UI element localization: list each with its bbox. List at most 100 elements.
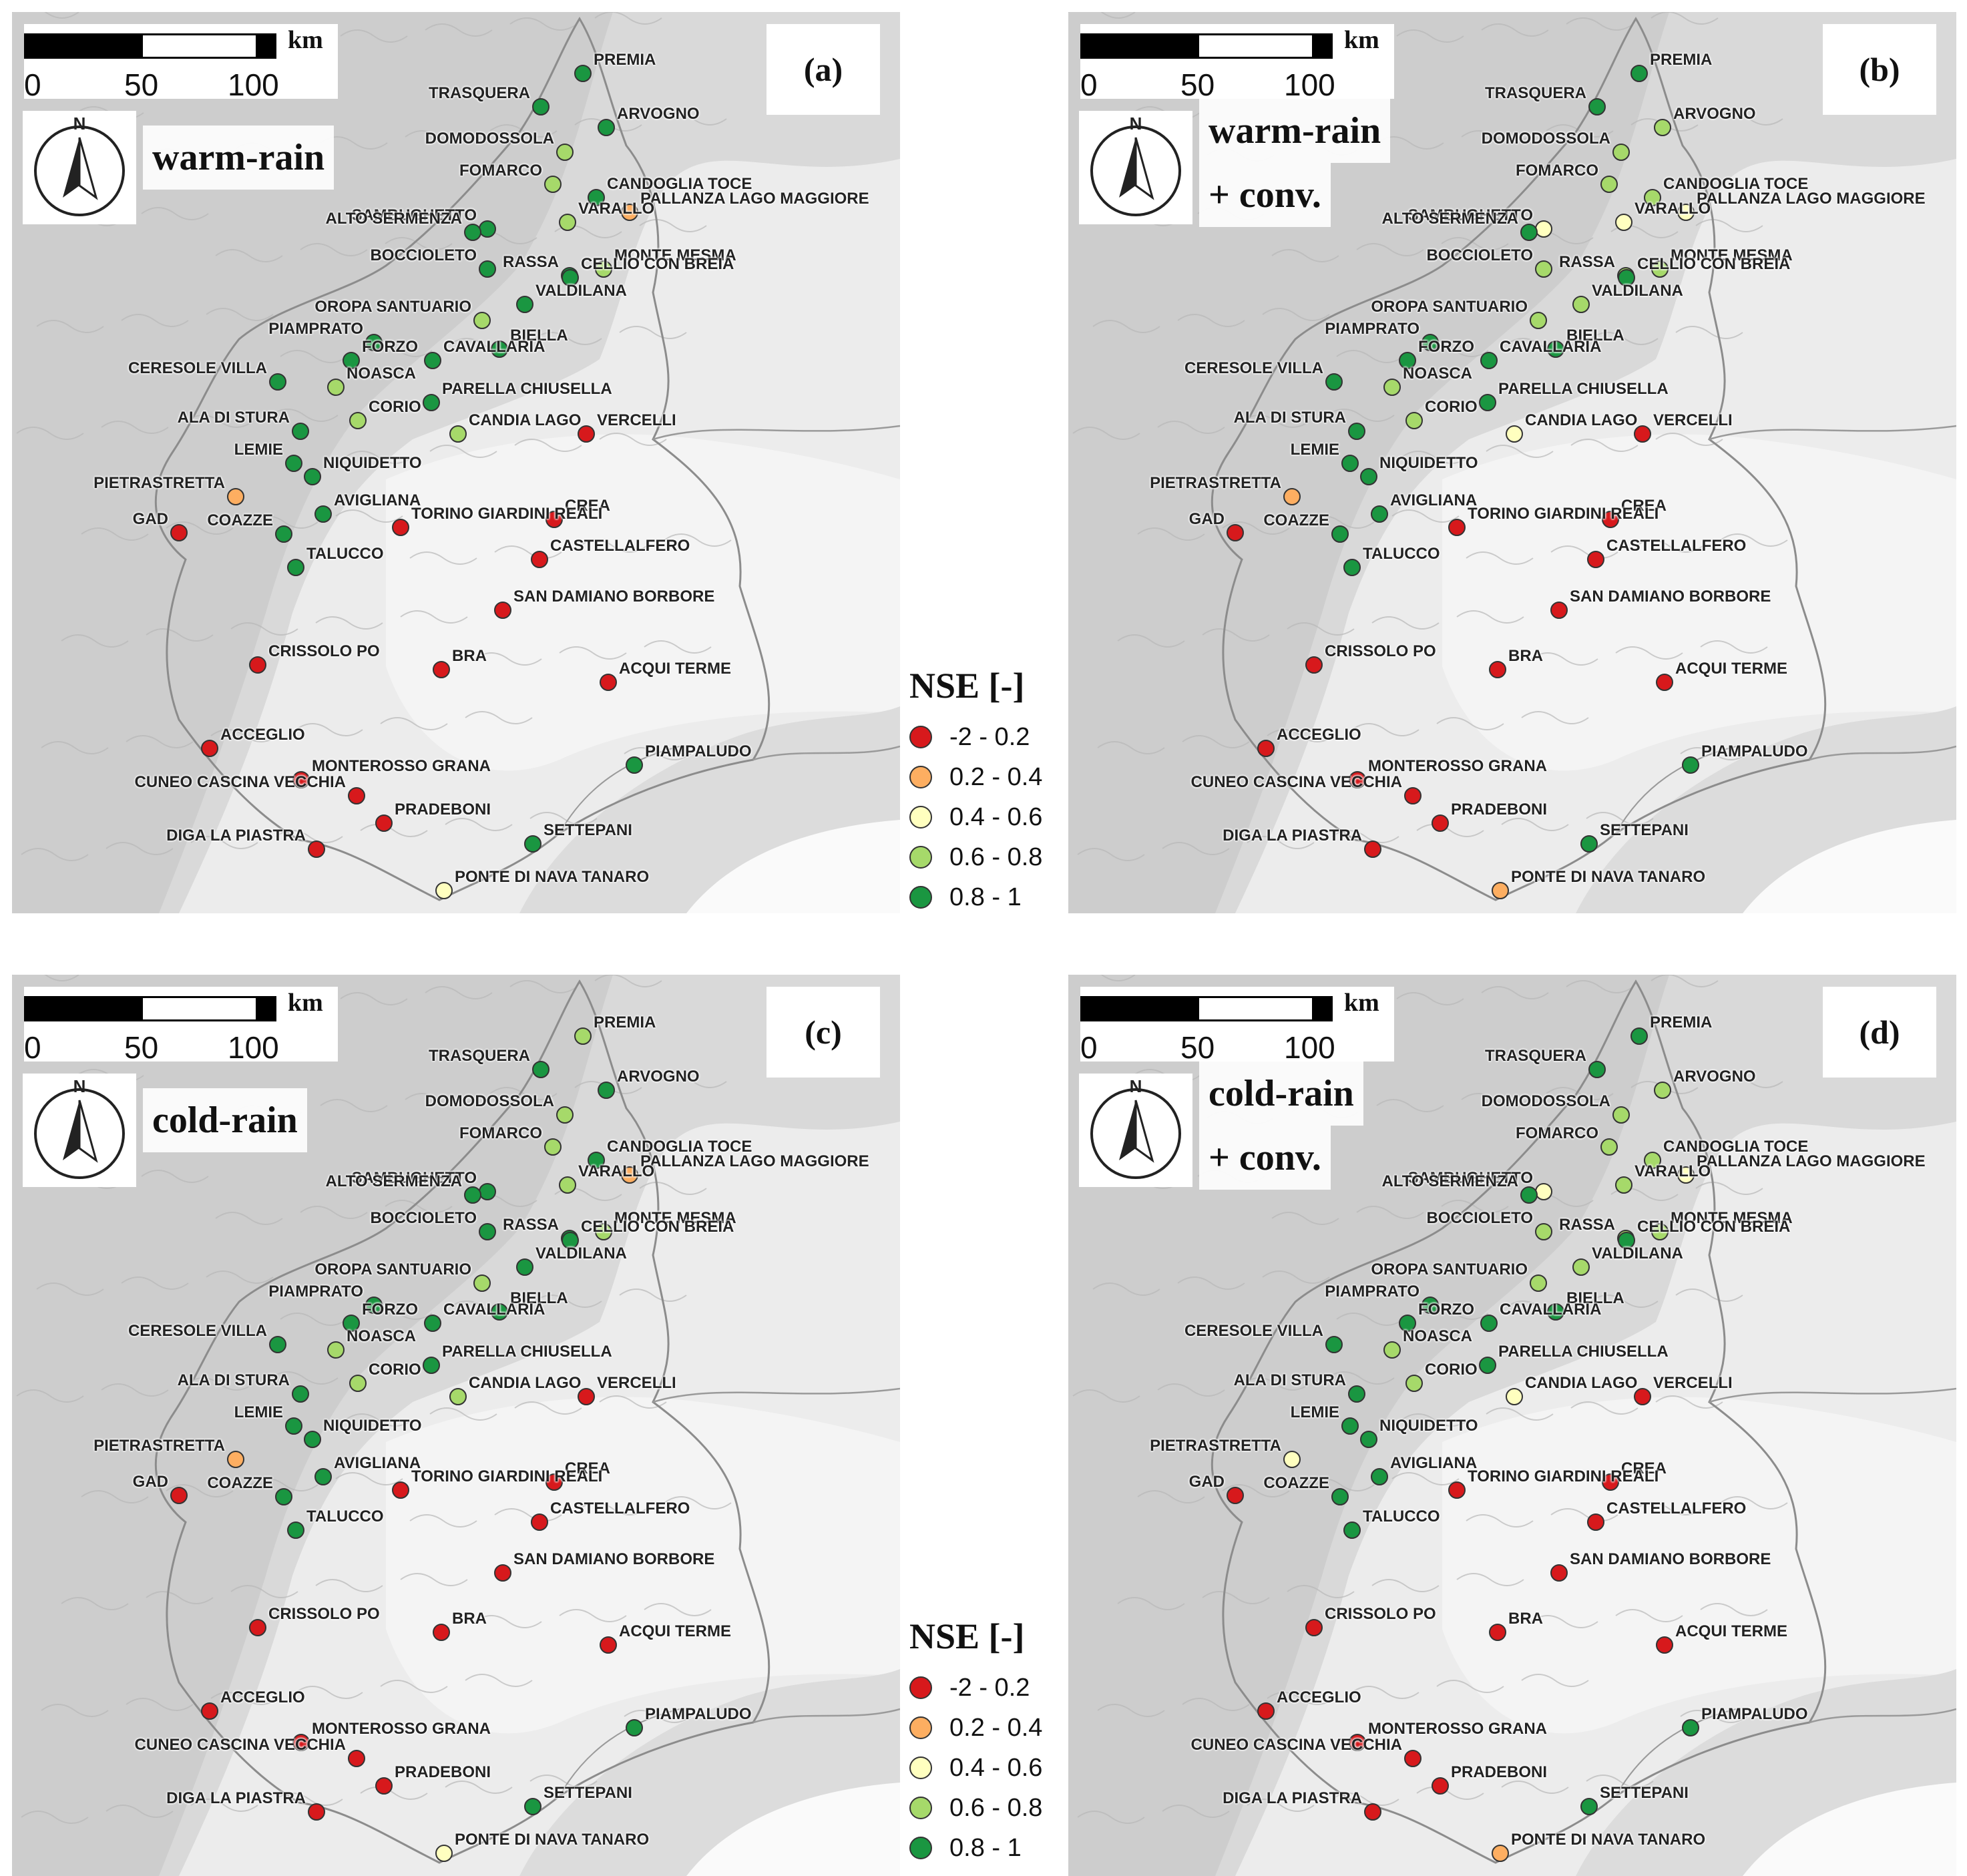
station-marker-trasquera[interactable] — [532, 1061, 550, 1078]
station-marker-castellalfero[interactable] — [1587, 551, 1604, 568]
station-marker-bra[interactable] — [433, 1624, 450, 1641]
station-marker-pietrastretta[interactable] — [1283, 1451, 1301, 1468]
station-marker-coazze[interactable] — [1331, 1488, 1349, 1505]
station-marker-premia[interactable] — [1630, 1027, 1648, 1045]
station-marker-candia-lago[interactable] — [1506, 1388, 1523, 1405]
station-marker-settepani[interactable] — [1580, 835, 1598, 853]
station-marker-gad[interactable] — [170, 1487, 188, 1504]
station-marker-forzo[interactable] — [343, 1315, 360, 1332]
station-marker-piamprato[interactable] — [365, 1297, 383, 1314]
station-marker-varallo[interactable] — [1615, 1176, 1632, 1194]
station-marker-monterosso-grana[interactable] — [1349, 1734, 1366, 1751]
station-marker-talucco[interactable] — [287, 559, 304, 576]
station-marker-coazze[interactable] — [275, 525, 292, 543]
station-marker-noasca[interactable] — [1383, 379, 1401, 396]
station-marker-piamprato[interactable] — [365, 334, 383, 351]
station-marker-premia[interactable] — [574, 65, 592, 82]
station-marker-piampaludo[interactable] — [1682, 756, 1699, 774]
station-marker-piampaludo[interactable] — [626, 756, 643, 774]
station-marker-ala-di-stura[interactable] — [292, 423, 309, 440]
station-marker-acceglio[interactable] — [1257, 1702, 1275, 1720]
station-marker-sambughetto[interactable] — [1535, 1183, 1552, 1200]
station-marker-domodossola[interactable] — [1612, 144, 1630, 161]
station-marker-parella-chiusella[interactable] — [423, 1357, 440, 1374]
station-marker-monterosso-grana[interactable] — [292, 1734, 310, 1751]
station-marker-acqui-terme[interactable] — [1656, 674, 1673, 691]
station-marker-cellio-con-breia[interactable] — [562, 1232, 579, 1249]
station-marker-arvogno[interactable] — [598, 119, 615, 136]
station-marker-monte-mesma[interactable] — [595, 1223, 612, 1240]
station-marker-ceresole-villa[interactable] — [1325, 1336, 1343, 1353]
station-marker-ponte-di-nava-tanaro[interactable] — [1492, 882, 1509, 899]
station-marker-candoglia-toce[interactable] — [1644, 189, 1661, 206]
station-marker-oropa-santuario[interactable] — [1530, 1274, 1547, 1292]
station-marker-forzo[interactable] — [343, 352, 360, 369]
station-marker-pallanza-lago-maggiore[interactable] — [621, 204, 638, 221]
station-marker-torino-giardini-reali[interactable] — [392, 1481, 409, 1499]
station-marker-biella[interactable] — [1547, 340, 1564, 358]
station-marker-niquidetto[interactable] — [304, 468, 321, 485]
station-marker-parella-chiusella[interactable] — [1479, 1357, 1496, 1374]
station-marker-monte-mesma[interactable] — [595, 260, 612, 278]
station-marker-domodossola[interactable] — [556, 1106, 574, 1124]
station-marker-piamprato[interactable] — [1422, 334, 1439, 351]
station-marker-parella-chiusella[interactable] — [1479, 394, 1496, 411]
station-marker-acqui-terme[interactable] — [600, 1636, 617, 1654]
station-marker-talucco[interactable] — [1343, 559, 1361, 576]
station-marker-corio[interactable] — [1405, 412, 1423, 429]
station-marker-biella[interactable] — [491, 1303, 508, 1321]
station-marker-crissolo-po[interactable] — [1305, 1619, 1323, 1636]
station-marker-forzo[interactable] — [1399, 352, 1416, 369]
station-marker-castellalfero[interactable] — [1587, 1513, 1604, 1531]
station-marker-candoglia-toce[interactable] — [1644, 1152, 1661, 1169]
station-marker-talucco[interactable] — [1343, 1521, 1361, 1539]
station-marker-gad[interactable] — [170, 524, 188, 541]
station-marker-ceresole-villa[interactable] — [269, 1336, 286, 1353]
station-marker-lemie[interactable] — [285, 1417, 302, 1435]
station-marker-monte-mesma[interactable] — [1651, 1223, 1669, 1240]
station-marker-avigliana[interactable] — [1371, 505, 1388, 523]
station-marker-trasquera[interactable] — [1588, 1061, 1606, 1078]
station-marker-lemie[interactable] — [285, 455, 302, 472]
station-marker-torino-giardini-reali[interactable] — [1448, 1481, 1466, 1499]
station-marker-pradeboni[interactable] — [375, 1777, 393, 1795]
station-marker-crissolo-po[interactable] — [249, 1619, 266, 1636]
station-marker-coazze[interactable] — [275, 1488, 292, 1505]
station-marker-lemie[interactable] — [1341, 455, 1359, 472]
station-marker-ponte-di-nava-tanaro[interactable] — [1492, 1845, 1509, 1862]
station-marker-sambughetto[interactable] — [479, 1183, 496, 1200]
station-marker-san-damiano-borbore[interactable] — [494, 1564, 511, 1582]
station-marker-bra[interactable] — [433, 661, 450, 678]
station-marker-san-damiano-borbore[interactable] — [494, 602, 511, 619]
station-marker-acceglio[interactable] — [201, 740, 218, 757]
station-marker-ala-di-stura[interactable] — [1348, 1385, 1365, 1403]
station-marker-piamprato[interactable] — [1422, 1297, 1439, 1314]
station-marker-diga-la-piastra[interactable] — [1364, 841, 1381, 858]
station-marker-ceresole-villa[interactable] — [269, 373, 286, 391]
station-marker-avigliana[interactable] — [314, 1468, 332, 1485]
station-marker-vercelli[interactable] — [1634, 425, 1651, 443]
station-marker-settepani[interactable] — [524, 835, 541, 853]
station-marker-acqui-terme[interactable] — [1656, 1636, 1673, 1654]
station-marker-torino-giardini-reali[interactable] — [1448, 519, 1466, 536]
station-marker-cavallaria[interactable] — [424, 352, 441, 369]
station-marker-noasca[interactable] — [327, 379, 345, 396]
station-marker-cavallaria[interactable] — [424, 1315, 441, 1332]
station-marker-pradeboni[interactable] — [1432, 814, 1449, 832]
station-marker-avigliana[interactable] — [1371, 1468, 1388, 1485]
station-marker-acceglio[interactable] — [201, 1702, 218, 1720]
station-marker-cuneo-cascina-vecchia[interactable] — [348, 1750, 365, 1767]
station-marker-cavallaria[interactable] — [1480, 1315, 1498, 1332]
station-marker-gad[interactable] — [1227, 524, 1244, 541]
station-marker-monterosso-grana[interactable] — [1349, 771, 1366, 788]
station-marker-settepani[interactable] — [1580, 1798, 1598, 1815]
station-marker-alto-sermenza[interactable] — [1520, 224, 1538, 241]
station-marker-corio[interactable] — [349, 1375, 367, 1392]
station-marker-varallo[interactable] — [559, 214, 576, 231]
station-marker-noasca[interactable] — [1383, 1341, 1401, 1359]
station-marker-corio[interactable] — [349, 412, 367, 429]
station-marker-candia-lago[interactable] — [449, 1388, 467, 1405]
station-marker-candia-lago[interactable] — [1506, 425, 1523, 443]
station-marker-oropa-santuario[interactable] — [1530, 312, 1547, 329]
station-marker-acceglio[interactable] — [1257, 740, 1275, 757]
